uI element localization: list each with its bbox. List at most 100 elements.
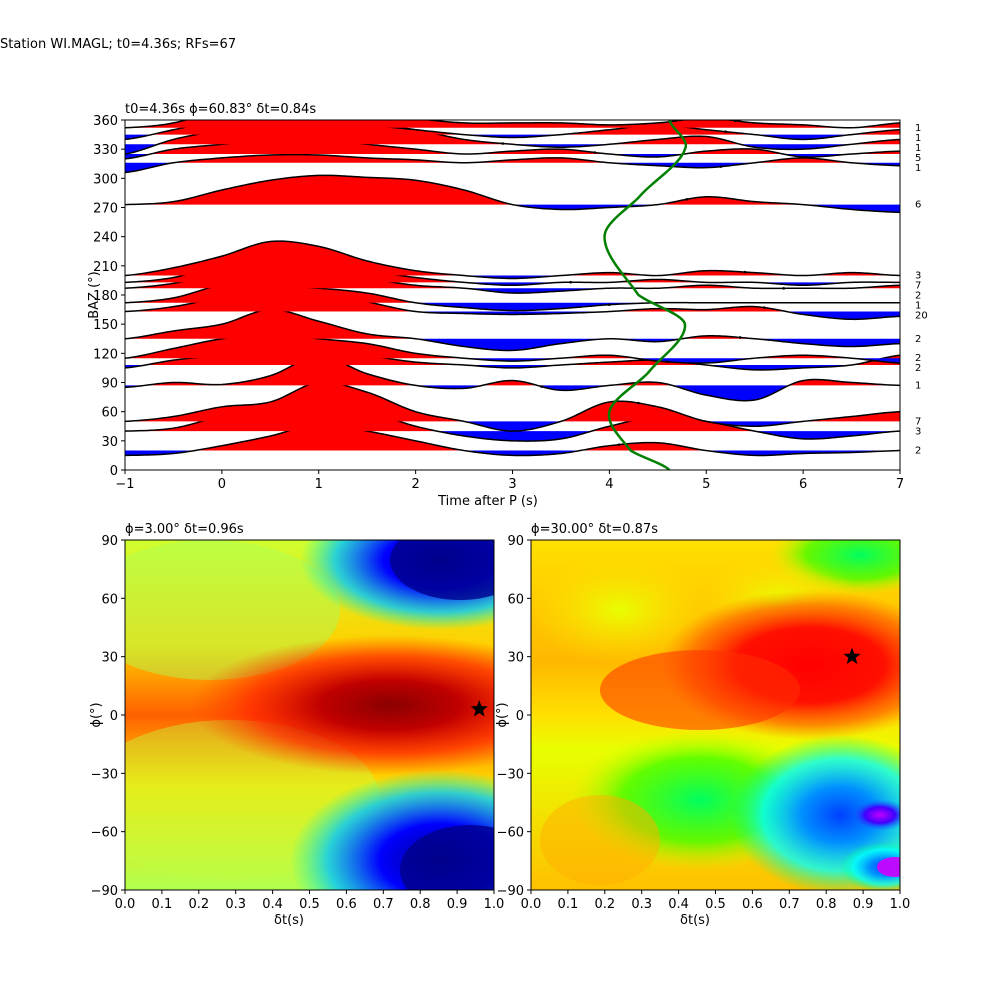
right-y-tick-label: −90 xyxy=(497,884,524,899)
energy-curve-line xyxy=(603,120,688,470)
left-y-tick-label: −30 xyxy=(91,767,118,782)
top-y-tick-label: 300 xyxy=(93,172,118,187)
trace-count-label: 2 xyxy=(915,446,921,457)
trace-count-label: 1 xyxy=(915,163,921,174)
rf-trace-negative-fill xyxy=(125,154,900,159)
left-x-tick-label: 0.1 xyxy=(152,897,173,912)
rf-trace-marker xyxy=(501,142,505,145)
rf-trace-positive-fill xyxy=(125,175,900,205)
rf-trace-marker xyxy=(608,303,611,307)
rf-trace-positive-fill xyxy=(125,309,900,339)
top-y-tick-label: 210 xyxy=(93,260,118,275)
left-x-tick-label: 0.4 xyxy=(262,897,283,912)
trace-count-label: 1 xyxy=(915,133,921,144)
left-x-tick-label: 0.3 xyxy=(225,897,246,912)
trace-count-label: 5 xyxy=(915,153,921,164)
right-x-tick-label: 0.3 xyxy=(631,897,652,912)
right-x-tick-label: 0.9 xyxy=(853,897,874,912)
trace-count-label: 3 xyxy=(915,271,921,282)
trace-count-label: 2 xyxy=(915,334,921,345)
left-y-tick-label: 0 xyxy=(110,709,118,724)
rf-trace-marker xyxy=(719,165,723,168)
rf-trace-marker xyxy=(685,197,689,201)
trace-count-label: 2 xyxy=(915,353,921,364)
rf-trace-marker xyxy=(569,280,572,284)
trace-count-label: 2 xyxy=(915,363,921,374)
left-y-ticks: −90 −60 −30 0 30 60 90 xyxy=(91,534,125,899)
right-y-ticks: −90 −60 −30 0 30 60 90 xyxy=(497,534,531,899)
left-x-tick-label: 0.5 xyxy=(299,897,320,912)
left-x-tick-label: 1.0 xyxy=(484,897,505,912)
top-x-tick-label: 3 xyxy=(508,477,516,492)
top-x-tick-label: 0 xyxy=(218,477,226,492)
left-x-ticks: 0.0 0.1 0.2 0.3 0.4 0.5 0.6 0.7 0.8 0.9 1.0 xyxy=(115,890,505,912)
trace-count-label: 20 xyxy=(915,311,928,322)
top-y-tick-label: 60 xyxy=(101,406,118,421)
right-x-tick-label: 0.8 xyxy=(816,897,837,912)
left-x-tick-label: 0.2 xyxy=(188,897,209,912)
top-y-tick-label: 330 xyxy=(93,143,118,158)
right-x-tick-label: 0.4 xyxy=(668,897,689,912)
left-y-tick-label: −90 xyxy=(91,884,118,899)
top-x-tick-label: 4 xyxy=(605,477,613,492)
left-x-tick-label: 0.6 xyxy=(336,897,357,912)
top-y-ticks: 0 30 60 90 120 150 180 210 240 270 300 330 360 xyxy=(93,114,125,479)
rf-trace-marker xyxy=(763,306,766,309)
right-y-tick-label: 0 xyxy=(516,709,524,724)
left-y-tick-label: 90 xyxy=(101,534,118,549)
rf-trace-negative-fill xyxy=(125,162,900,173)
rf-trace-negative-fill xyxy=(125,275,900,279)
trace-count-label: 1 xyxy=(915,143,921,154)
rf-trace-positive-fill xyxy=(125,154,900,163)
trace-count-label: 6 xyxy=(915,200,921,211)
left-y-axis-label: ϕ(°) xyxy=(89,702,104,727)
top-x-tick-label: 2 xyxy=(411,477,419,492)
left-heatmap-image xyxy=(125,540,494,890)
top-x-tick-label: −1 xyxy=(115,477,134,492)
right-x-tick-label: 0.0 xyxy=(521,897,542,912)
rf-trace-negative-fill xyxy=(125,385,900,401)
rf-trace-marker xyxy=(724,130,727,133)
top-panel-title: t0=4.36s ϕ=60.83° δt=0.84s xyxy=(125,102,316,117)
right-x-tick-label: 0.1 xyxy=(558,897,579,912)
rf-trace-marker xyxy=(743,270,747,274)
trace-count-label: 3 xyxy=(915,426,921,437)
top-y-tick-label: 30 xyxy=(101,435,118,450)
trace-count-label: 1 xyxy=(915,301,921,312)
rf-trace-positive-fill xyxy=(125,333,900,359)
right-x-axis-label: δt(s) xyxy=(680,913,710,928)
right-best-fit-star xyxy=(843,647,861,664)
right-heatmap-image xyxy=(531,540,900,890)
right-y-tick-label: 90 xyxy=(507,534,524,549)
top-x-tick-label: 1 xyxy=(315,477,323,492)
rf-trace-negative-fill xyxy=(125,450,900,456)
right-x-tick-label: 0.5 xyxy=(705,897,726,912)
rf-trace-negative-fill xyxy=(125,311,900,320)
right-panel-title: ϕ=30.00° δt=0.87s xyxy=(531,522,658,537)
left-y-tick-label: 60 xyxy=(101,592,118,607)
top-x-tick-label: 6 xyxy=(799,477,807,492)
energy-curve-group xyxy=(603,120,688,470)
rf-trace-negative-fill xyxy=(125,282,900,286)
top-y-tick-label: 360 xyxy=(93,114,118,129)
rf-trace-positive-fill xyxy=(125,382,900,422)
grid-search-right-panel: ϕ=30.00° δt=0.87s 0.0 0.1 0.2 0.3 0.4 0.5 0.6 0… xyxy=(495,522,911,928)
top-x-tick-label: 7 xyxy=(896,477,904,492)
rf-trace-marker xyxy=(617,443,621,446)
top-y-tick-label: 0 xyxy=(110,464,118,479)
rf-trace-line xyxy=(125,120,900,129)
rf-trace-negative-fill xyxy=(125,144,900,155)
top-x-axis-label: Time after P (s) xyxy=(437,494,538,509)
rf-trace-negative-fill xyxy=(125,431,900,442)
rf-trace-line xyxy=(125,308,900,352)
right-y-tick-label: 30 xyxy=(507,651,524,666)
rf-trace-line xyxy=(125,240,900,280)
right-x-tick-label: 1.0 xyxy=(890,897,911,912)
trace-count-label: 7 xyxy=(915,281,921,292)
trace-count-label: 2 xyxy=(915,291,921,302)
rf-trace-line xyxy=(125,423,900,457)
top-x-ticks: −1 0 1 2 3 4 5 6 7 xyxy=(115,470,904,492)
right-y-axis-label: ϕ(°) xyxy=(495,702,510,727)
rf-trace-negative-fill xyxy=(125,204,900,213)
